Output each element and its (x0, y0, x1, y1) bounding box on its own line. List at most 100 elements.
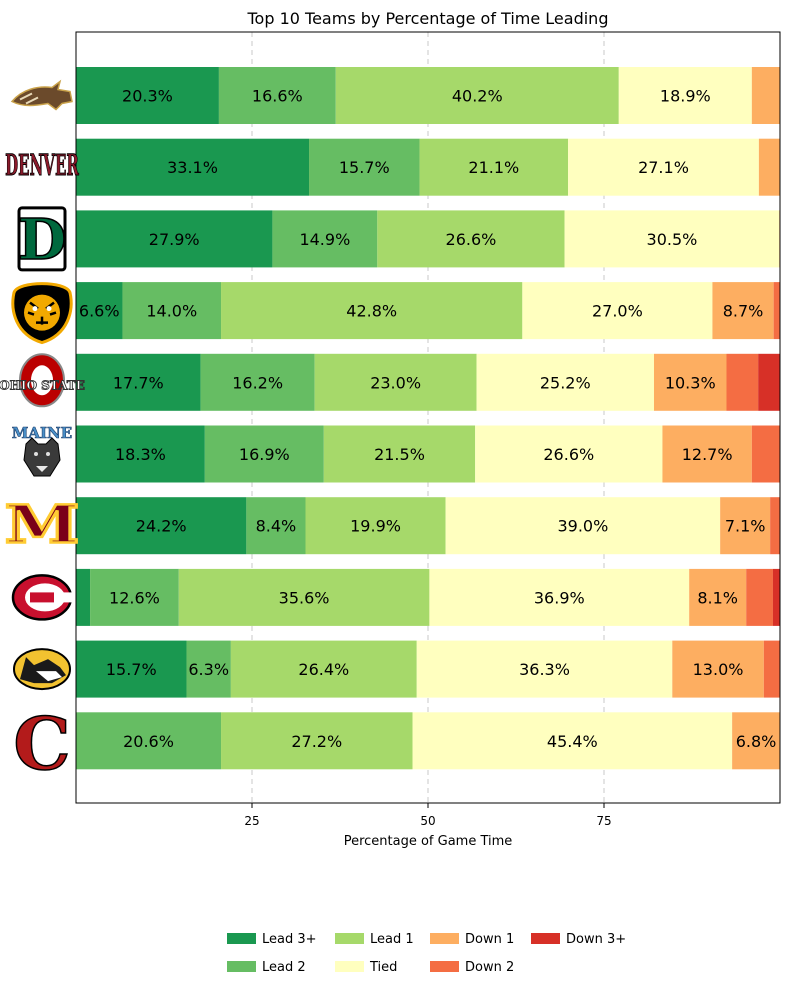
data-label: 20.6% (123, 732, 174, 751)
maine-bear-logo: MAINE (11, 424, 73, 477)
bar-segment (335, 67, 619, 124)
bar-segment (76, 640, 187, 698)
data-label: 26.6% (543, 445, 594, 464)
bar-segment (76, 210, 273, 268)
bar-segment (732, 712, 780, 770)
data-label: 30.5% (647, 230, 698, 249)
bar-segment (689, 568, 747, 626)
data-label: 6.8% (736, 732, 777, 751)
data-label: 10.3% (665, 373, 716, 392)
legend-label: Down 2 (465, 960, 514, 975)
bar-segment (76, 353, 201, 411)
data-label: 13.0% (693, 660, 744, 679)
bar-segment (76, 138, 310, 196)
bar-segment (751, 425, 780, 483)
data-label: 40.2% (452, 87, 503, 106)
bar-segment (429, 568, 690, 626)
team-logos: DENVER D OHIO STATE MAINE M C (0, 79, 85, 787)
bar-segment (770, 497, 780, 555)
ohio-state-logo: OHIO STATE (0, 353, 85, 408)
data-label: 45.4% (547, 732, 598, 751)
data-label: 16.6% (252, 87, 303, 106)
x-tick-label: 75 (596, 814, 611, 828)
data-label: 14.0% (146, 302, 197, 321)
data-label: 26.4% (298, 660, 349, 679)
bar-segment (522, 282, 713, 340)
bar-segment (90, 568, 179, 626)
logo-text: D (18, 207, 67, 273)
bar-segment (772, 568, 780, 626)
legend-label: Down 3+ (566, 932, 626, 947)
logo-text: DENVER (5, 150, 79, 183)
data-label: 27.0% (592, 302, 643, 321)
bar-segment (720, 497, 771, 555)
bar-segment (751, 67, 780, 124)
bar-segment (221, 282, 523, 340)
bar-segment (76, 712, 222, 770)
bar-segment (204, 425, 324, 483)
bar-segment (186, 640, 231, 698)
bar-segment (178, 568, 430, 626)
legend-swatch (430, 933, 459, 944)
bar-segment (568, 138, 759, 196)
bar-segment (218, 67, 336, 124)
logo-text: C (13, 701, 70, 786)
bar-segment (221, 712, 413, 770)
data-label: 42.8% (346, 302, 397, 321)
legend-swatch (227, 961, 256, 972)
data-label: 7.1% (725, 517, 766, 536)
legend-label: Lead 1 (370, 932, 414, 947)
bar-segment (122, 282, 222, 340)
legend-swatch (430, 961, 459, 972)
data-label: 36.3% (519, 660, 570, 679)
bar-segment (309, 138, 420, 196)
legend-swatch (227, 933, 256, 944)
data-label: 15.7% (339, 158, 390, 177)
x-tick-label: 25 (244, 814, 259, 828)
bar-segment (758, 138, 780, 196)
bar-segment (763, 640, 780, 698)
bar-segment (76, 67, 219, 124)
legend-label: Lead 2 (262, 960, 306, 975)
bar-segment (564, 210, 780, 268)
legend-swatch (335, 961, 364, 972)
data-label: 21.1% (468, 158, 519, 177)
bar-segment (200, 353, 315, 411)
bar-segment (476, 353, 654, 411)
block-c-logo: C (13, 700, 72, 787)
bar-segment (475, 425, 663, 483)
data-label: 27.9% (149, 230, 200, 249)
tiger-head-logo (11, 282, 73, 345)
data-label: 18.3% (115, 445, 166, 464)
data-label: 14.9% (299, 230, 350, 249)
data-label: 27.1% (638, 158, 689, 177)
data-label: 35.6% (279, 588, 330, 607)
data-label: 36.9% (534, 588, 585, 607)
data-label: 21.5% (374, 445, 425, 464)
legend-swatch (335, 933, 364, 944)
data-label: 33.1% (167, 158, 218, 177)
data-label: 6.6% (79, 302, 120, 321)
logo-text: OHIO STATE (0, 378, 85, 392)
data-label: 15.7% (106, 660, 157, 679)
bar-segment (662, 425, 752, 483)
legend: Lead 3+ Lead 2 Lead 1 Tied Down 1 Down 2 Down … (227, 932, 626, 975)
legend-label: Tied (369, 960, 397, 975)
data-label: 39.0% (557, 517, 608, 536)
scsu-logo (11, 574, 74, 621)
bar-segment (305, 497, 446, 555)
bar-segment (412, 712, 733, 770)
bar-segment (76, 282, 123, 340)
data-label: 8.1% (697, 588, 738, 607)
data-label: 17.7% (113, 373, 164, 392)
data-label: 8.4% (256, 517, 297, 536)
denver-wordmark-logo: DENVER (5, 149, 80, 183)
data-label: 25.2% (540, 373, 591, 392)
bar-segment (746, 568, 773, 626)
data-label: 12.7% (682, 445, 733, 464)
bar-segment (758, 353, 780, 411)
bar-segment (323, 425, 476, 483)
data-label: 8.7% (723, 302, 764, 321)
data-label: 16.2% (232, 373, 283, 392)
